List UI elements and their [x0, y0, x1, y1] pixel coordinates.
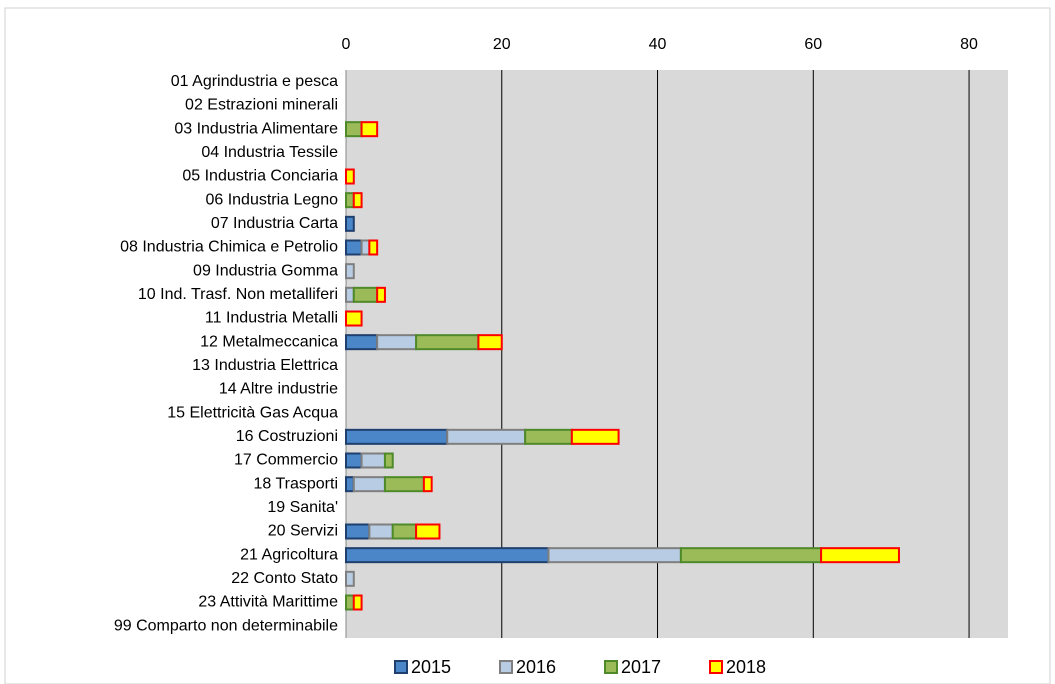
bar-segment: [391, 523, 418, 540]
bar-segment: [422, 476, 433, 493]
x-tick-label: 20: [493, 36, 511, 53]
bar-segment: [352, 594, 363, 611]
legend-label: 2016: [516, 657, 556, 677]
bar-segment: [360, 452, 386, 469]
bar-segment: [345, 476, 355, 493]
plot-area: [346, 70, 1008, 638]
bar-segment: [383, 476, 425, 493]
bar-segment: [345, 263, 355, 280]
bar-segment: [415, 334, 480, 351]
bar-segment: [547, 547, 682, 564]
bar-segment: [345, 594, 355, 611]
y-tick-label: 12 Metalmeccanica: [200, 333, 338, 350]
bar-segment: [383, 452, 394, 469]
x-tick-label: 0: [342, 36, 351, 53]
y-tick-label: 16 Costruzioni: [236, 428, 338, 445]
bar-segment: [368, 523, 394, 540]
legend-swatch: [499, 660, 513, 674]
chart-border: [4, 7, 1051, 684]
bar-segment: [352, 192, 363, 209]
bar-segment: [376, 286, 386, 303]
x-tick-label: 80: [960, 36, 978, 53]
bar-segment: [820, 547, 900, 564]
y-tick-label: 14 Altre industrie: [219, 381, 338, 398]
y-tick-label: 08 Industria Chimica e Petrolio: [120, 239, 338, 256]
x-tick-label: 60: [804, 36, 822, 53]
bar-segment: [415, 523, 441, 540]
y-tick-label: 23 Attività Marittime: [198, 594, 338, 611]
bar-segment: [352, 286, 379, 303]
bar-segment: [446, 428, 527, 445]
y-tick-label: 02 Estrazioni minerali: [185, 97, 338, 114]
bar-segment: [345, 428, 449, 445]
bar-segment: [345, 286, 355, 303]
y-tick-label: 04 Industria Tessile: [201, 144, 338, 161]
legend-label: 2015: [411, 657, 451, 677]
y-tick-label: 19 Sanita': [267, 499, 338, 516]
bar-segment: [345, 239, 363, 256]
y-tick-label: 13 Industria Elettrica: [192, 357, 338, 374]
legend-label: 2018: [726, 657, 766, 677]
bar-segment: [345, 192, 355, 209]
y-tick-label: 22 Conto Stato: [231, 570, 338, 587]
bar-segment: [345, 168, 355, 185]
y-tick-label: 15 Elettricità Gas Acqua: [167, 404, 338, 421]
y-tick-label: 20 Servizi: [268, 523, 338, 540]
legend-swatch: [604, 660, 618, 674]
bar-segment: [345, 215, 355, 232]
bar-segment: [570, 428, 620, 445]
y-tick-label: 01 Agrindustria e pesca: [171, 73, 338, 90]
bar-segment: [360, 121, 379, 138]
bar-segment: [345, 452, 363, 469]
y-tick-label: 11 Industria Metalli: [205, 310, 338, 327]
y-tick-label: 05 Industria Conciaria: [182, 168, 338, 185]
legend-label: 2017: [621, 657, 661, 677]
bar-segment: [352, 476, 386, 493]
bar-segment: [679, 547, 823, 564]
bar-segment: [524, 428, 573, 445]
y-tick-label: 99 Comparto non determinabile: [114, 617, 338, 634]
x-tick-label: 40: [649, 36, 667, 53]
bar-segment: [345, 523, 371, 540]
bar-segment: [345, 570, 355, 587]
bar-segment: [477, 334, 503, 351]
legend-swatch: [709, 660, 723, 674]
bar-segment: [345, 121, 363, 138]
y-tick-label: 18 Trasporti: [254, 475, 338, 492]
y-tick-label: 03 Industria Alimentare: [174, 120, 338, 137]
bar-segment: [345, 310, 363, 327]
y-tick-label: 06 Industria Legno: [205, 191, 338, 208]
bar-segment: [368, 239, 379, 256]
y-tick-label: 17 Commercio: [234, 452, 338, 469]
bar-segment: [376, 334, 418, 351]
y-tick-label: 10 Ind. Trasf. Non metalliferi: [138, 286, 338, 303]
y-tick-label: 21 Agricoltura: [240, 546, 338, 563]
bar-segment: [360, 239, 371, 256]
legend-swatch: [394, 660, 408, 674]
bar-segment: [345, 547, 550, 564]
y-tick-label: 09 Industria Gomma: [193, 262, 338, 279]
y-tick-label: 07 Industria Carta: [211, 215, 338, 232]
bar-segment: [345, 334, 379, 351]
